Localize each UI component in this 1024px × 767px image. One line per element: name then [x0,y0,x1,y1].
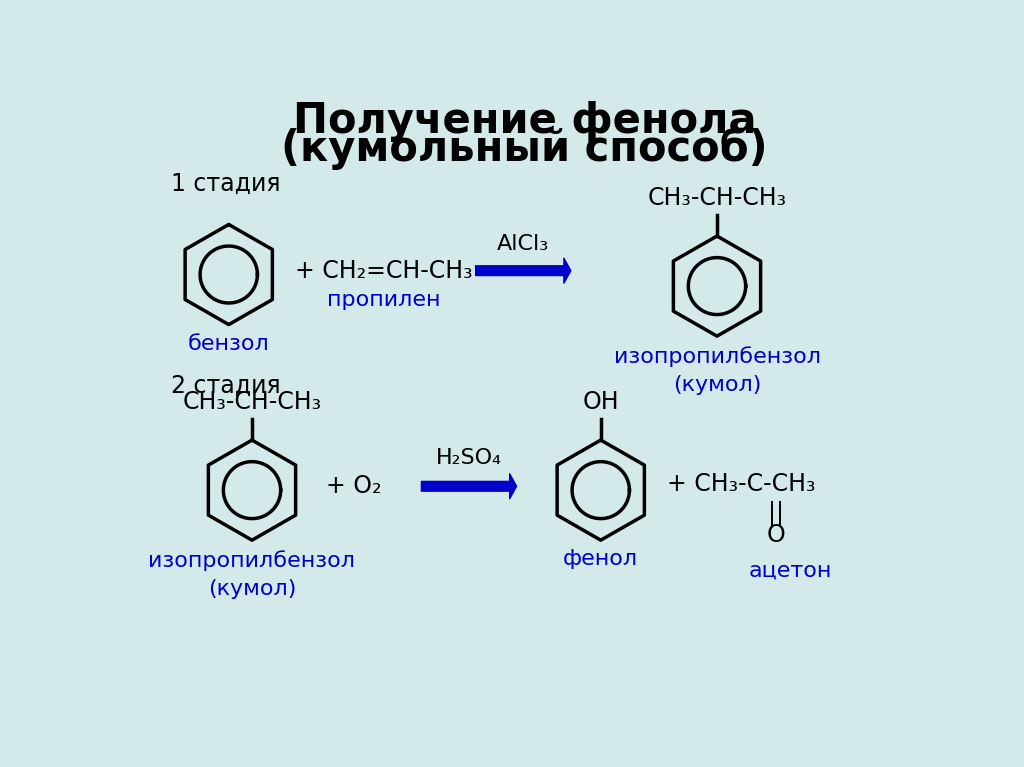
Text: изопропилбензол
(кумол): изопропилбензол (кумол) [148,551,355,599]
Text: пропилен: пропилен [327,290,440,310]
Text: ацетон: ацетон [749,561,833,581]
Text: H₂SO₄: H₂SO₄ [436,448,502,468]
Text: Получение фенола: Получение фенола [293,100,757,142]
Text: фенол: фенол [563,549,638,569]
Text: бензол: бензол [187,334,269,354]
Text: AlCl₃: AlCl₃ [497,234,549,254]
Text: O: O [767,523,785,547]
Text: (кумольный способ): (кумольный способ) [282,128,768,170]
Text: + O₂: + O₂ [326,474,381,499]
Text: CH₃-CH-CH₃: CH₃-CH-CH₃ [182,390,322,413]
Text: + CH₃-C-CH₃: + CH₃-C-CH₃ [667,472,815,496]
Text: + CH₂=CH-CH₃: + CH₂=CH-CH₃ [295,258,472,283]
Text: изопропилбензол
(кумол): изопропилбензол (кумол) [613,347,820,395]
Text: 2 стадия: 2 стадия [171,374,281,398]
Text: CH₃-CH-CH₃: CH₃-CH-CH₃ [647,186,786,209]
Text: OH: OH [583,390,620,413]
Text: ||: || [768,501,784,525]
Text: 1 стадия: 1 стадия [171,172,281,196]
